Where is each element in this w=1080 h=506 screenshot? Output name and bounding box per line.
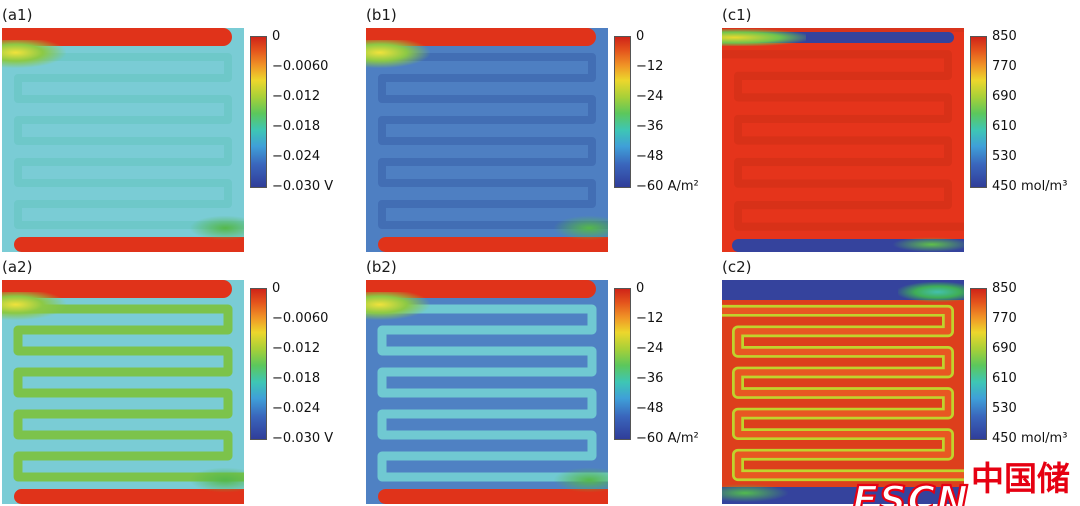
colorbar-tick: −36 — [636, 371, 664, 386]
colorbar-tick: 690 — [992, 89, 1017, 104]
colorbar-ticks: 0 −0.0060 −0.012 −0.018 −0.024 −0.030 V — [272, 282, 333, 445]
colorbar-tick: −0.030 V — [272, 179, 334, 194]
colorbar-gradient — [614, 288, 631, 440]
colorbar-b1: 0 −12 −24 −36 −48 −60 A/m² — [614, 28, 699, 193]
colorbar-tick: −12 — [636, 59, 664, 74]
colorbar-tick: 690 — [992, 341, 1017, 356]
colorbar-tick: −36 — [636, 119, 664, 134]
colorbar-tick: −24 — [636, 89, 664, 104]
corner-hotspot-topright — [898, 282, 964, 302]
colorbar-ticks: 0 −0.0060 −0.012 −0.018 −0.024 −0.030 V — [272, 30, 333, 193]
heatmap-c2 — [722, 280, 964, 504]
manifold-strip-bottom — [378, 489, 608, 504]
manifold-strip-bottom — [378, 237, 608, 252]
serpentine-channel-trace — [2, 46, 244, 237]
manifold-strip-bottom — [14, 237, 244, 252]
colorbar-ticks: 0 −12 −24 −36 −48 −60 A/m² — [636, 30, 699, 193]
serpentine-channel — [2, 298, 244, 489]
colorbar-tick: −0.024 — [272, 401, 321, 416]
heatmap-b2 — [366, 280, 608, 504]
colorbar-a2: 0 −0.0060 −0.012 −0.018 −0.024 −0.030 V — [250, 280, 333, 445]
colorbar-tick: 770 — [992, 311, 1017, 326]
colorbar-tick: −60 A/m² — [636, 179, 699, 194]
panel-a1: (a1) 0 −0.0060 −0.012 −0.018 −0.024 −0.0… — [2, 4, 333, 252]
manifold-strip-bottom — [14, 489, 244, 504]
corner-hotspot-bottomright — [188, 467, 244, 493]
corner-hotspot-bottomleft — [722, 484, 788, 502]
panel-label: (c2) — [722, 258, 752, 276]
colorbar-tick: −0.0060 — [272, 59, 329, 74]
panel-a2: (a2) 0 −0.0060 −0.012 −0.018 −0.024 −0.0… — [2, 256, 333, 504]
colorbar-tick: −0.024 — [272, 149, 321, 164]
colorbar-tick: 850 — [992, 29, 1017, 44]
panel-b2: (b2) 0 −12 −24 −36 −48 −60 A/m² — [366, 256, 699, 504]
colorbar-gradient — [970, 36, 987, 188]
colorbar-a1: 0 −0.0060 −0.012 −0.018 −0.024 −0.030 V — [250, 28, 333, 193]
panel-c1: (c1) 850 770 690 610 530 450 mol/ — [722, 4, 1067, 252]
colorbar-gradient — [250, 288, 267, 440]
colorbar-tick: 0 — [636, 281, 645, 296]
panel-label: (b1) — [366, 6, 397, 24]
corner-hotspot-topleft — [366, 40, 430, 68]
colorbar-tick: 530 — [992, 401, 1017, 416]
watermark-brand: ESCN — [851, 477, 970, 506]
corner-hotspot-bottomright — [552, 467, 608, 493]
colorbar-ticks: 850 770 690 610 530 450 mol/m³ — [992, 30, 1067, 193]
colorbar-tick: 770 — [992, 59, 1017, 74]
colorbar-tick: −0.0060 — [272, 311, 329, 326]
colorbar-b2: 0 −12 −24 −36 −48 −60 A/m² — [614, 280, 699, 445]
panel-label: (c1) — [722, 6, 752, 24]
corner-hotspot-bottomright — [552, 215, 608, 241]
colorbar-tick: 0 — [272, 281, 281, 296]
colorbar-tick: −24 — [636, 341, 664, 356]
corner-hotspot-topleft — [2, 292, 66, 320]
colorbar-tick: −0.030 V — [272, 431, 334, 446]
panel-b1: (b1) 0 −12 −24 −36 −48 −60 A/m² — [366, 4, 699, 252]
manifold-strip-top — [722, 32, 954, 43]
serpentine-channel-trace — [722, 43, 964, 239]
colorbar-tick: −48 — [636, 149, 664, 164]
serpentine-channel-trace — [366, 46, 608, 237]
heatmap-a1 — [2, 28, 244, 252]
colorbar-tick: 0 — [272, 29, 281, 44]
corner-hotspot-bottomright — [188, 215, 244, 241]
panel-label: (a2) — [2, 258, 33, 276]
watermark: ESCN 中国储能网 — [851, 452, 1080, 506]
colorbar-ticks: 850 770 690 610 530 450 mol/m³ — [992, 282, 1067, 445]
colorbar-gradient — [614, 36, 631, 188]
colorbar-gradient — [250, 36, 267, 188]
colorbar-tick: 450 mol/m³ — [992, 431, 1068, 446]
colorbar-tick: −0.018 — [272, 371, 321, 386]
corner-hotspot-topleft — [366, 292, 430, 320]
colorbar-tick: −48 — [636, 401, 664, 416]
colorbar-tick: −0.018 — [272, 119, 321, 134]
corner-hotspot-topleft — [722, 29, 806, 46]
panel-c2: (c2) 850 770 690 610 — [722, 256, 1067, 504]
colorbar-c2: 850 770 690 610 530 450 mol/m³ — [970, 280, 1067, 445]
heatmap-b1 — [366, 28, 608, 252]
panel-label: (b2) — [366, 258, 397, 276]
corner-hotspot-topleft — [2, 40, 66, 68]
colorbar-tick: 450 mol/m³ — [992, 179, 1068, 194]
top-edge-line — [722, 28, 964, 32]
colorbar-tick: 850 — [992, 281, 1017, 296]
colorbar-c1: 850 770 690 610 530 450 mol/m³ — [970, 28, 1067, 193]
colorbar-tick: −12 — [636, 311, 664, 326]
colorbar-tick: −0.012 — [272, 341, 321, 356]
colorbar-ticks: 0 −12 −24 −36 −48 −60 A/m² — [636, 282, 699, 445]
corner-hotspot-bottomright — [892, 237, 964, 252]
colorbar-tick: −0.012 — [272, 89, 321, 104]
colorbar-tick: 0 — [636, 29, 645, 44]
panel-label: (a1) — [2, 6, 33, 24]
heatmap-a2 — [2, 280, 244, 504]
colorbar-tick: 610 — [992, 119, 1017, 134]
heatmap-c1 — [722, 28, 964, 252]
colorbar-tick: 610 — [992, 371, 1017, 386]
colorbar-tick: −60 A/m² — [636, 431, 699, 446]
watermark-site-name: 中国储能网 — [971, 459, 1071, 498]
colorbar-tick: 530 — [992, 149, 1017, 164]
serpentine-channel — [366, 298, 608, 489]
colorbar-gradient — [970, 288, 987, 440]
